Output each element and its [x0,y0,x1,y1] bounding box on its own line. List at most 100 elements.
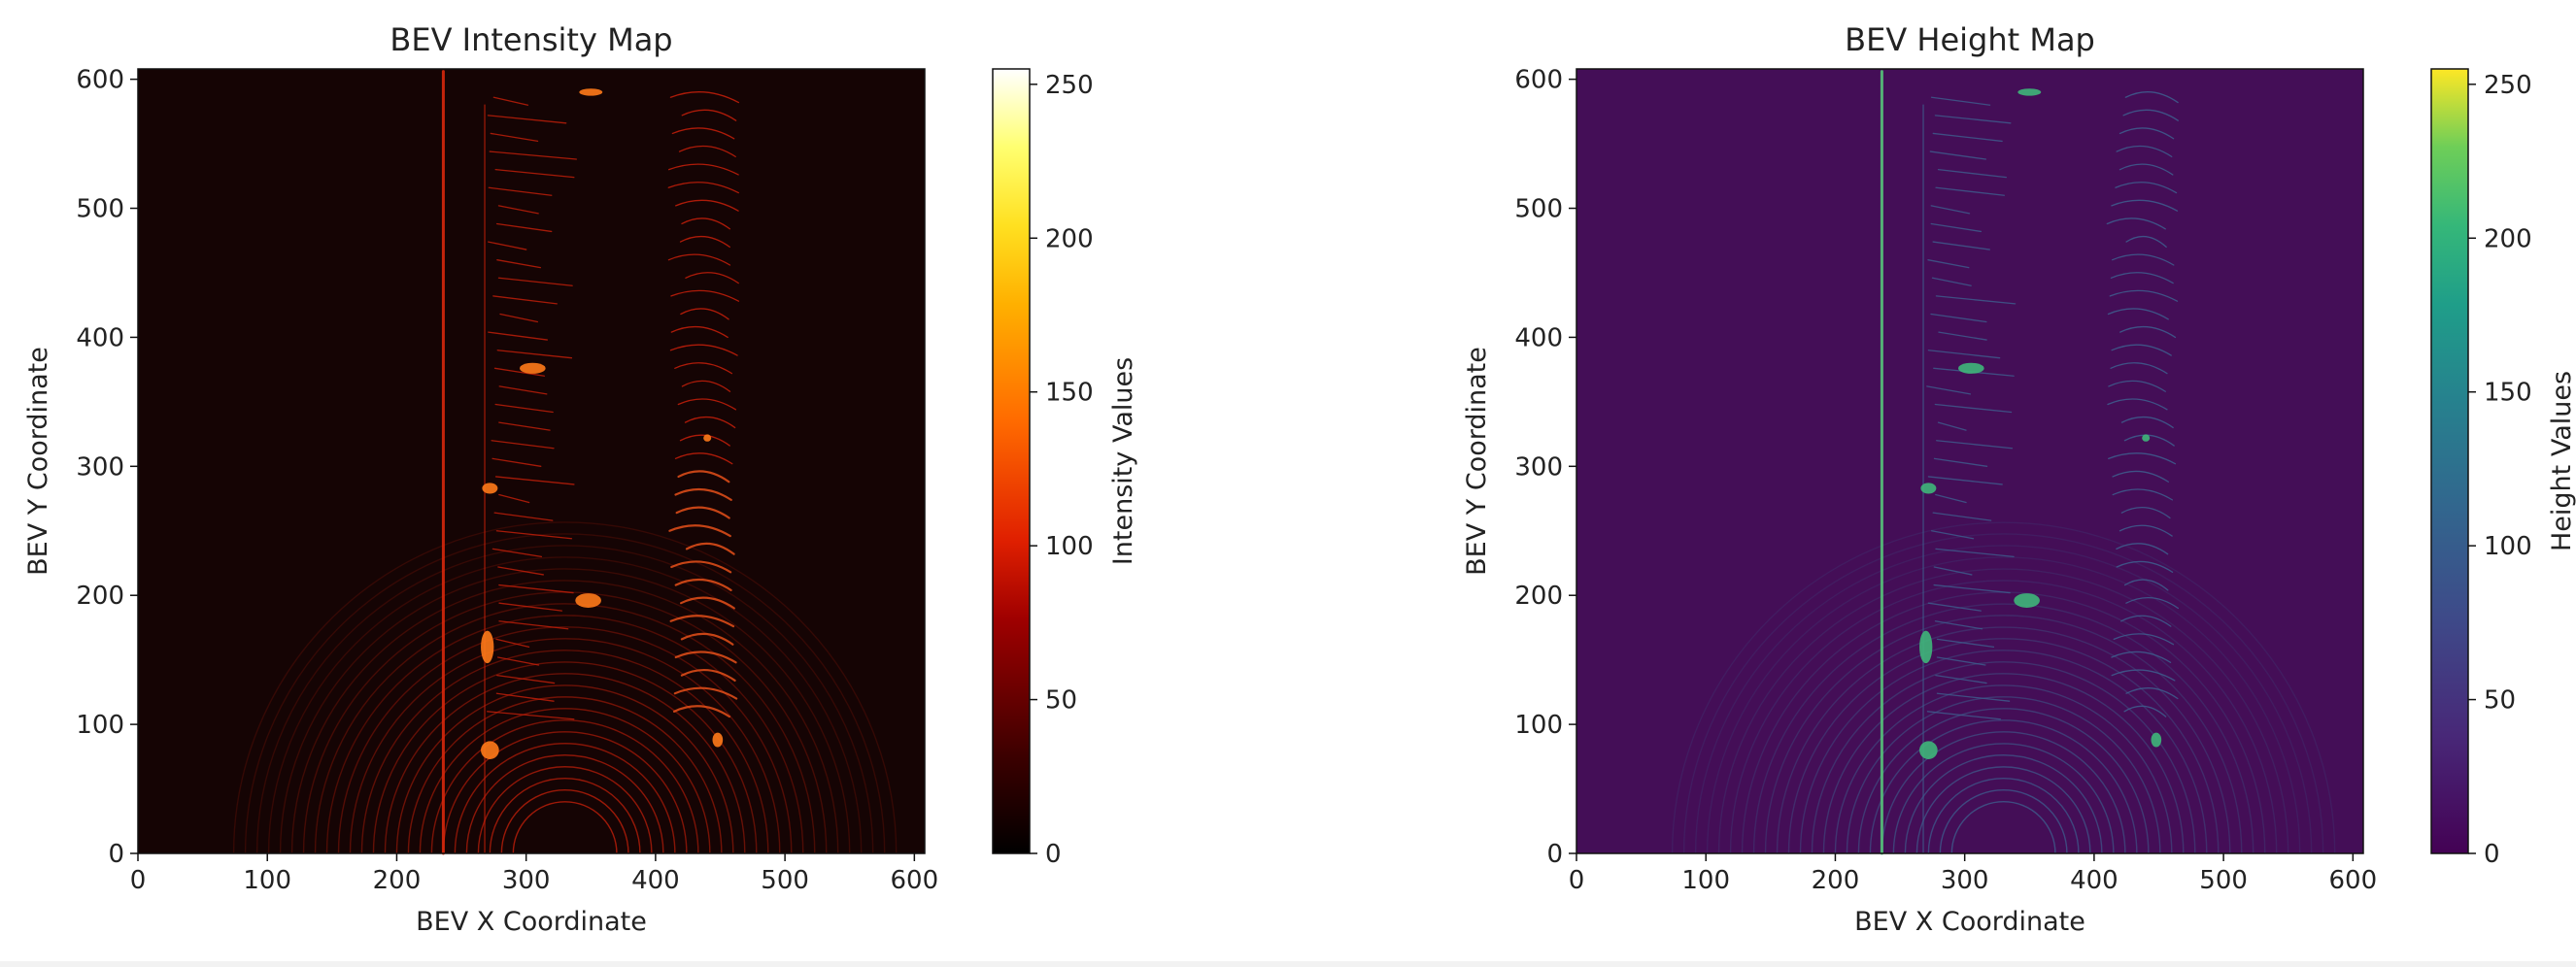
scan-ring [232,521,898,854]
colorbar-tick-label: 100 [1045,532,1094,561]
scan-line [674,452,733,465]
colorbar-tick-label: 250 [2484,71,2532,100]
scan-line [1935,674,1987,684]
scan-line [678,145,736,158]
chart-title: BEV Height Map [1845,21,2095,58]
scan-ring [454,743,676,854]
bright-return [2151,732,2162,748]
y-tick-label: 500 [76,195,124,224]
scan-line [681,109,737,121]
scan-ring [1915,766,2091,854]
y-tick-label: 100 [76,711,124,740]
scan-line [1934,403,2013,414]
scan-line [1929,150,1987,160]
scan-line [685,542,735,555]
scan-line [680,308,729,320]
scan-ring [372,661,758,854]
scan-line [685,272,739,284]
x-tick-label: 100 [1681,866,1730,895]
axes-frame [1576,68,2364,854]
scan-line [2118,524,2173,537]
plot-background [138,69,925,853]
scan-line [1936,638,1995,649]
scan-line [1935,295,2017,305]
scan-ring [1857,708,2150,854]
colorbar-tick-label: 250 [1045,71,1094,100]
scan-line [672,705,731,718]
scan-line [2111,344,2172,356]
scan-line [680,669,736,683]
colorbar-tick-label: 50 [2484,686,2516,716]
scan-line [2111,650,2172,663]
scan-line [677,470,730,484]
scan-line [1927,602,1982,612]
scan-line [491,548,543,557]
colorbar-tick-label: 100 [2484,532,2532,561]
scan-ring [407,696,723,854]
scan-ring [512,801,618,854]
scan-line [2123,579,2169,591]
scan-line [2107,398,2168,411]
axes-frame [137,68,926,854]
y-tick-label: 200 [76,582,124,611]
y-tick-label: 600 [76,66,124,95]
scan-ring [314,603,816,854]
scan-line [499,313,539,323]
scan-ring [279,568,851,854]
y-tick-label: 400 [1514,323,1563,352]
bright-return [1919,741,1938,759]
scan-line [667,253,731,266]
scan-line [670,325,729,339]
colorbar-frame [2430,68,2469,854]
scan-line [681,380,731,392]
x-tick-label: 500 [2199,866,2248,895]
scan-ring [1787,638,2220,854]
x-tick-label: 500 [761,866,809,895]
scan-ring [384,673,746,854]
bottom-strip [0,961,2576,967]
scan-line [1933,457,1988,467]
scan-line [1927,350,2001,359]
bright-return [2142,434,2151,442]
scan-ring [1776,626,2231,854]
plot-background [1576,69,2363,853]
scan-line [2113,633,2175,646]
scan-line [1934,115,2012,124]
y-tick-label: 500 [1514,195,1563,224]
scan-line [2116,560,2174,573]
bright-return [712,732,724,748]
scan-line [495,692,555,702]
scan-line [2118,127,2175,140]
bright-return [579,88,603,96]
scan-line [491,457,542,467]
intensity-map-panel: 0 100 200 300 400 500 6000100200300400500600BE… [23,21,1138,937]
bright-return [481,741,499,759]
point-cloud [232,70,898,855]
y-tick-label: 600 [1514,66,1563,95]
scan-line [679,235,730,249]
scan-line [2112,470,2169,483]
x-tick-label: 400 [631,866,680,895]
scan-ring [360,650,769,854]
colorbar-gradient-bar [2431,69,2468,853]
scan-line [669,91,740,104]
height-map-panel: 0 100 200 300 400 500 6000100200300400500600BE… [1462,21,2576,937]
scan-ring [1834,684,2173,854]
scan-line [2108,452,2177,465]
scan-ring [465,754,664,854]
scan-line [487,115,567,124]
x-tick-label: 200 [373,866,422,895]
scan-line [677,398,736,411]
bright-return [575,593,601,608]
scan-line [491,440,555,450]
bright-return [2014,593,2040,608]
y-axis: 0 100 200 300 400 500 600 [76,66,138,869]
scan-line [2120,507,2171,519]
x-tick-label: 0 [1569,866,1585,895]
y-tick-label: 100 [1514,711,1563,740]
scan-line [498,602,563,612]
scan-line [496,656,540,666]
scan-line [497,205,539,215]
scan-line [488,241,527,250]
